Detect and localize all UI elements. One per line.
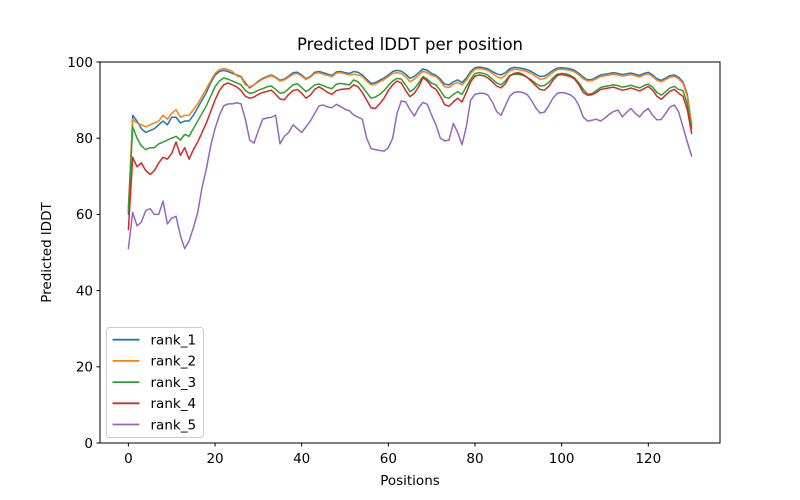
series-line-rank_2 (127, 67, 693, 208)
x-tick-label: 40 (293, 451, 310, 467)
y-tick-label: 20 (76, 360, 93, 376)
y-axis-ticks: 0 20 40 60 80 100 (67, 55, 100, 452)
chart-title: Predicted lDDT per position (297, 35, 523, 54)
x-tick-label: 80 (466, 451, 483, 467)
y-tick-label: 0 (84, 436, 93, 452)
x-tick-label: 0 (124, 451, 133, 467)
series-line-rank_4 (127, 71, 693, 231)
legend-label-rank_3: rank_3 (151, 375, 197, 391)
x-axis-label: Positions (380, 473, 440, 489)
axes-spines (99, 61, 721, 444)
x-tick-label: 20 (206, 451, 223, 467)
y-tick-label: 60 (76, 207, 93, 223)
y-tick-label: 40 (76, 283, 93, 299)
y-tick-label: 100 (67, 55, 93, 71)
x-tick-label: 120 (635, 451, 661, 467)
x-tick-label: 100 (549, 451, 575, 467)
legend-label-rank_4: rank_4 (151, 396, 197, 412)
series-line-rank_5 (127, 90, 693, 250)
plot-frame (99, 61, 721, 444)
y-axis-label: Predicted lDDT (39, 202, 55, 303)
y-tick-label: 80 (76, 131, 93, 147)
legend-label-rank_1: rank_1 (151, 333, 197, 349)
legend-box (106, 327, 204, 438)
series-line-rank_3 (127, 71, 693, 212)
legend: rank_1 rank_2 rank_3 rank_4 rank_5 (106, 327, 204, 438)
legend-label-rank_5: rank_5 (151, 417, 197, 433)
series-line-rank_1 (127, 66, 693, 216)
x-axis-ticks: 0 20 40 60 80 100 120 (124, 443, 661, 467)
series-lines (127, 66, 693, 250)
legend-label-rank_2: rank_2 (151, 354, 197, 370)
x-tick-label: 60 (380, 451, 397, 467)
